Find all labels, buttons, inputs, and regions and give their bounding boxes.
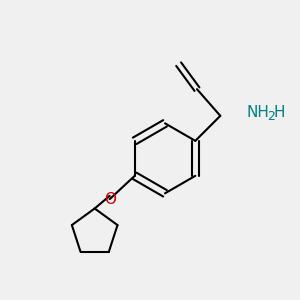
Text: NH: NH: [246, 105, 269, 120]
Text: H: H: [274, 105, 285, 120]
Text: 2: 2: [267, 110, 275, 123]
Text: O: O: [104, 192, 116, 207]
